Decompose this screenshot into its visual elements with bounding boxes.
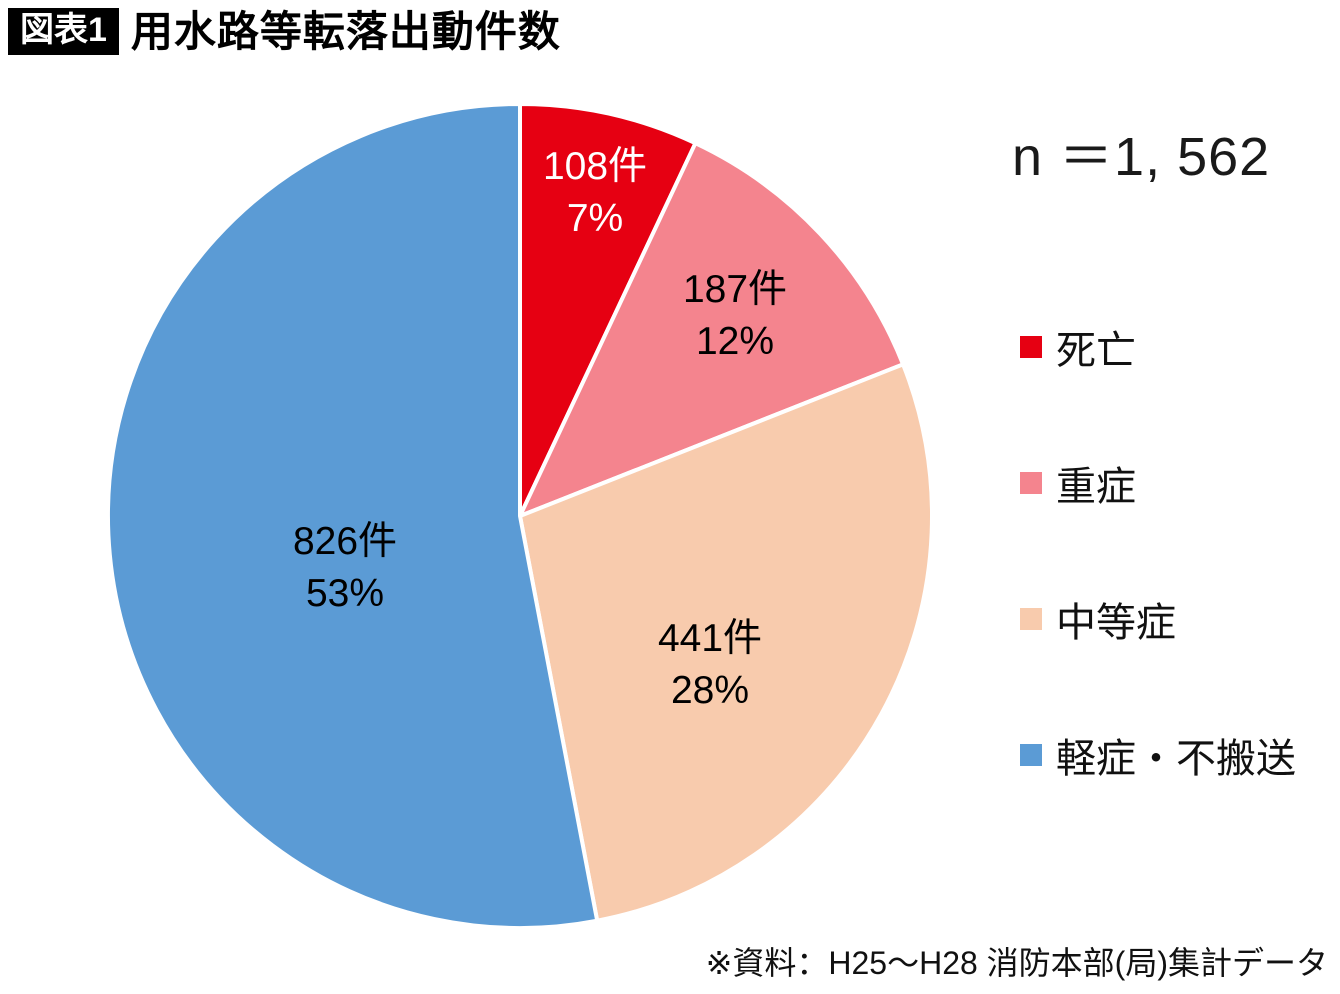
slice-label-1: 187件 12% [683, 268, 787, 363]
source-note: ※資料：H25～H28 消防本部(局)集計データ [705, 945, 1328, 981]
slice-label-2: 441件 28% [658, 617, 762, 712]
legend-item-1: 重症 [1020, 454, 1296, 512]
legend: 死亡重症中等症軽症・不搬送 [1020, 318, 1296, 784]
pie-slice-1 [518, 141, 906, 518]
legend-label: 死亡 [1056, 329, 1136, 373]
legend-item-0: 死亡 [1020, 318, 1296, 376]
pie-slice-0 [518, 102, 698, 518]
pie-slice-3 [106, 102, 600, 930]
legend-swatch [1020, 608, 1042, 630]
legend-swatch [1020, 336, 1042, 358]
figure-number-badge: 図表1 [8, 8, 119, 56]
legend-label: 軽症・不搬送 [1056, 737, 1296, 781]
slice-label-0: 108件 7% [543, 145, 647, 240]
legend-label: 重症 [1056, 465, 1136, 509]
slice-label-3: 826件 53% [293, 520, 397, 615]
sample-size-label: n ＝1, 562 [1012, 127, 1271, 187]
legend-swatch [1020, 744, 1042, 766]
legend-item-3: 軽症・不搬送 [1020, 726, 1296, 784]
legend-item-2: 中等症 [1020, 590, 1296, 648]
legend-swatch [1020, 472, 1042, 494]
pie-slice-2 [518, 362, 934, 923]
figure-title: 用水路等転落出動件数 [130, 7, 561, 55]
legend-label: 中等症 [1056, 601, 1176, 645]
figure-header: 図表1 用水路等転落出動件数 [8, 7, 561, 56]
pie-chart: 108件 7% 187件 12% 441件 28% 826件 53% [106, 102, 934, 930]
